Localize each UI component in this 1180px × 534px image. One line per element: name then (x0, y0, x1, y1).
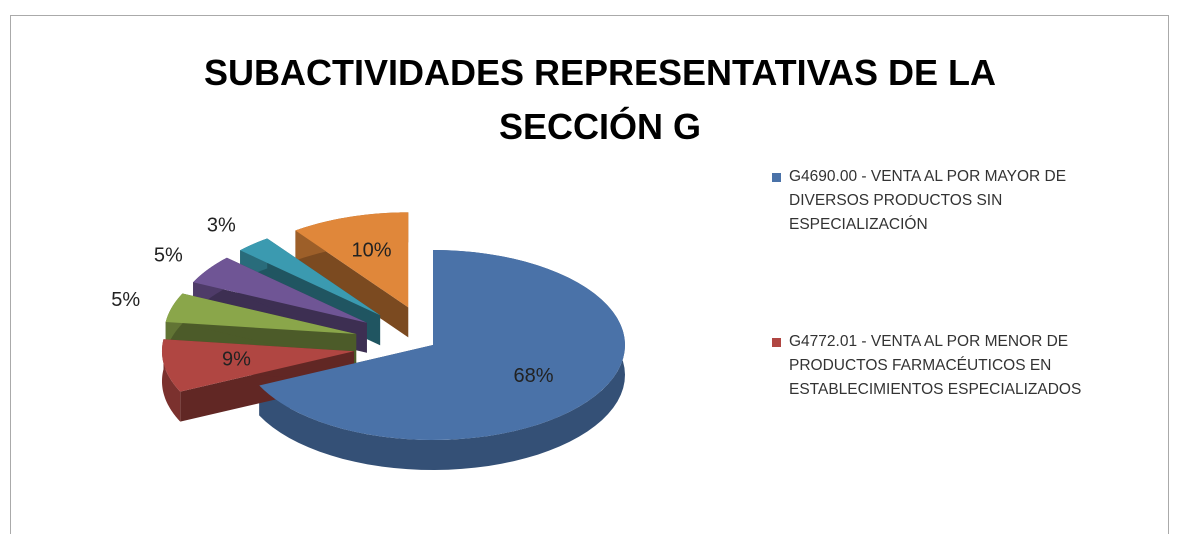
slice-side (161, 339, 181, 422)
data-label: 3% (207, 215, 236, 237)
legend-label: G4772.01 - VENTA AL POR MENOR DE PRODUCT… (789, 333, 1082, 398)
pie-slice (259, 250, 625, 440)
legend-swatch (772, 338, 781, 347)
data-label: 10% (351, 240, 391, 262)
chart-frame (10, 15, 1169, 534)
legend-label: G4690.00 - VENTA AL POR MAYOR DE DIVERSO… (789, 168, 1067, 233)
data-label: 5% (111, 289, 140, 311)
legend-item: G4772.01 - VENTA AL POR MENOR DE PRODUCT… (772, 330, 1122, 402)
pie-slice (161, 339, 354, 392)
data-label: 68% (513, 365, 553, 387)
slice-wall (295, 230, 409, 338)
pie-slice (240, 238, 381, 316)
pie-slice (295, 212, 409, 308)
chart-title: SUBACTIVIDADES REPRESENTATIVAS DE LA SEC… (203, 52, 997, 147)
legend-item: G4690.00 - VENTA AL POR MAYOR DE DIVERSO… (772, 165, 1122, 237)
data-label: 5% (154, 244, 183, 266)
legend-swatch (772, 173, 781, 182)
data-label: 9% (222, 349, 251, 371)
pie-slice (165, 293, 357, 334)
pie-slice (193, 257, 367, 323)
